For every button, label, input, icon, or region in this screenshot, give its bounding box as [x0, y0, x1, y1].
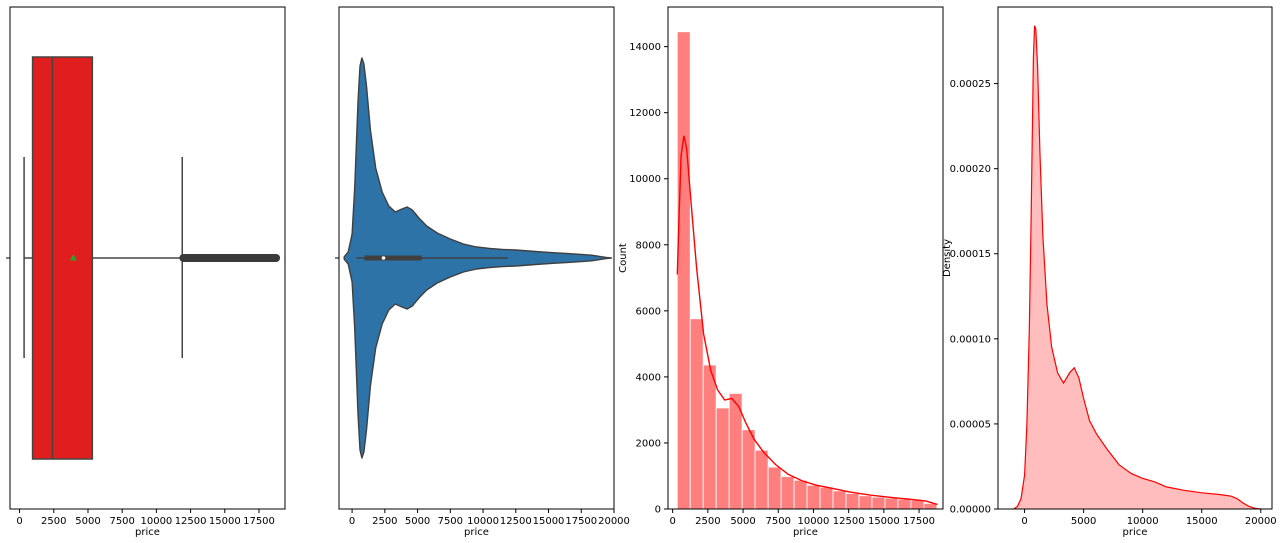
histogram-bar: [702, 364, 717, 510]
histogram-bar: [767, 466, 782, 510]
axes-frame: [997, 6, 1273, 510]
y-tick-label: 0.00015: [950, 249, 991, 260]
x-tick-label: 5000: [75, 516, 100, 527]
y-tick-label: 14000: [629, 42, 661, 53]
y-tick-label: 0.00025: [950, 79, 991, 90]
x-tick-label: 12500: [175, 516, 207, 527]
x-axis-label: price: [793, 527, 818, 538]
x-tick-label: 15000: [533, 516, 565, 527]
y-tick-label: 12000: [629, 108, 661, 119]
x-axis-label: price: [1123, 527, 1148, 538]
x-tick-label: 12500: [500, 516, 532, 527]
histogram-bar: [715, 407, 730, 510]
violin-median-dot: [381, 256, 386, 260]
x-tick-label: 20000: [1245, 516, 1277, 527]
x-tick-label: 5000: [730, 516, 755, 527]
x-tick-label: 17500: [565, 516, 597, 527]
histogram-bar: [858, 495, 873, 510]
histogram-bar: [819, 486, 834, 510]
x-tick-label: 7500: [766, 516, 791, 527]
x-tick-label: 0: [1021, 516, 1027, 527]
histogram-bar: [793, 479, 808, 510]
axes-1: 0 2500 5000 7500 10000 12500 15000 17500 price: [6, 6, 286, 538]
histogram-bar: [871, 496, 886, 510]
histogram-bar: [910, 499, 925, 510]
x-tick-label: 10000: [1127, 516, 1159, 527]
density-fill: [1013, 25, 1261, 509]
y-tick-label: 2000: [636, 438, 661, 449]
y-tick-label: 6000: [636, 306, 661, 317]
x-tick-label: 0: [349, 516, 355, 527]
axes-4: 0 5000 10000 15000 20000 price 0.00000 0.00005 0…: [942, 6, 1277, 538]
x-tick-label: 15000: [868, 516, 900, 527]
x-axis-label: price: [464, 527, 489, 538]
y-tick-label: 0: [655, 505, 661, 516]
axes-2: 0 2500 5000 7500 10000 12500 15000 17500 20000 pr…: [335, 6, 630, 538]
outlier-points: [179, 254, 281, 262]
x-tick-label: 10000: [798, 516, 830, 527]
x-tick-label: 2500: [41, 516, 66, 527]
x-tick-label: 0: [16, 516, 22, 527]
x-tick-label: 12500: [833, 516, 865, 527]
x-tick-label: 15000: [1186, 516, 1218, 527]
x-tick-label: 7500: [109, 516, 134, 527]
y-tick-label: 4000: [636, 372, 661, 383]
y-tick-label: 8000: [636, 240, 661, 251]
x-tick-label: 7500: [438, 516, 463, 527]
x-tick-label: 17500: [903, 516, 935, 527]
x-tick-label: 15000: [209, 516, 241, 527]
x-tick-label: 20000: [598, 516, 630, 527]
y-tick-label: 0.00000: [950, 505, 991, 516]
y-tick-label: 10000: [629, 174, 661, 185]
x-tick-label: 10000: [140, 516, 172, 527]
mean-marker: [69, 254, 77, 261]
y-tick-label: 0.00010: [950, 334, 991, 345]
histogram-bar: [676, 31, 691, 510]
histogram-bar: [897, 498, 912, 510]
violin-iqr-box: [364, 255, 422, 261]
x-tick-label: 5000: [1071, 516, 1096, 527]
y-axis-label: Count: [618, 243, 629, 273]
x-axis-label: price: [135, 527, 160, 538]
x-tick-label: 0: [669, 516, 675, 527]
y-tick-label: 0.00005: [950, 419, 991, 430]
x-tick-label: 2500: [695, 516, 720, 527]
x-tick-label: 5000: [405, 516, 430, 527]
y-axis-label: Density: [942, 239, 953, 277]
histogram-bar: [689, 318, 704, 510]
histogram-bar: [754, 449, 769, 510]
histogram-bar: [845, 493, 860, 510]
kde-line: [676, 135, 938, 506]
x-tick-label: 17500: [243, 516, 275, 527]
axes-3: 0 2500 5000 7500 10000 12500 15000 17500price02…: [618, 6, 944, 538]
density-line: [1013, 25, 1261, 510]
histogram-bar: [806, 484, 821, 510]
histogram-bar: [741, 429, 756, 510]
histogram-bar: [780, 476, 795, 510]
box: [31, 56, 94, 460]
histogram-bar: [884, 497, 899, 510]
histogram-bar: [832, 490, 847, 510]
x-tick-label: 10000: [467, 516, 499, 527]
axes-frame: [667, 6, 944, 510]
x-tick-label: 2500: [372, 516, 397, 527]
y-tick-label: 0.00020: [950, 164, 991, 175]
